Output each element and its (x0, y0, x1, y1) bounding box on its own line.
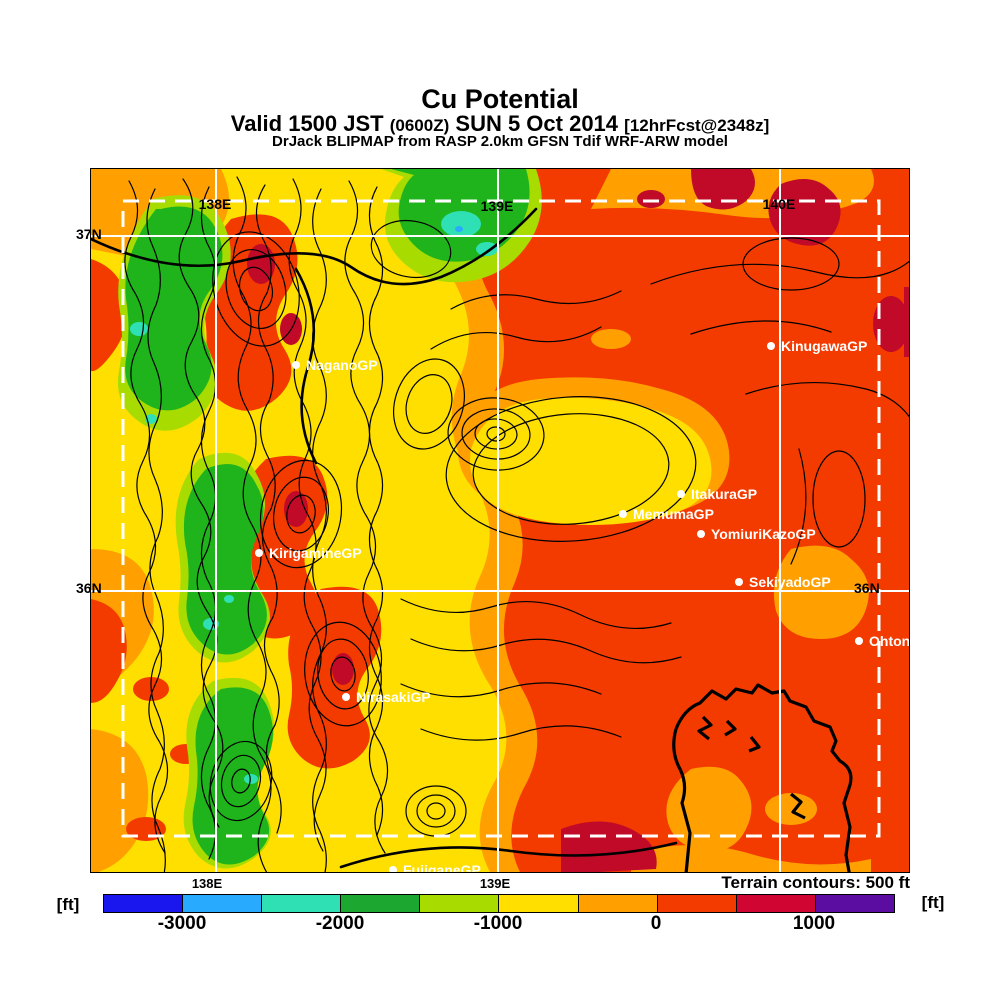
colorbar-unit-right: [ft] (921, 893, 945, 912)
colorbar-tick-label: -3000 (157, 913, 207, 934)
forecast-map: NaganoGP KinugawaGP ItakuraGP MemumaGP Yomiu… (76, 168, 910, 873)
colorbar-segment (261, 895, 341, 912)
model-domain-boundary (121, 199, 881, 838)
site-label: Ohtone (869, 633, 910, 649)
site-marker: NaganoGP (292, 357, 378, 373)
colorbar-segment (419, 895, 499, 912)
colorbar-tick-label: 1000 (792, 913, 836, 934)
site-label: YomiuriKazoGP (711, 526, 816, 542)
page-title: Cu Potential (421, 84, 579, 114)
site-label: FujiganeGP (403, 862, 481, 873)
site-label: NaganoGP (306, 357, 378, 373)
map-plot-area: NaganoGP KinugawaGP ItakuraGP MemumaGP Yomiu… (90, 168, 910, 873)
terrain-contour-plot (91, 169, 909, 872)
site-marker: SekiyadoGP (735, 574, 831, 590)
colorbar-segment (182, 895, 262, 912)
site-dot-icon (292, 361, 300, 369)
site-dot-icon (342, 693, 350, 701)
site-dot-icon (767, 342, 775, 350)
latlon-grid-lines (91, 169, 909, 872)
forecast-cycle: [12hrFcst@2348z] (624, 116, 770, 135)
site-label: NirasakiGP (356, 689, 431, 705)
valid-time-zulu: (0600Z) (389, 116, 450, 135)
bold-terrain-contours (91, 207, 678, 869)
valid-time-date: SUN 5 Oct 2014 (455, 111, 619, 136)
colorbar-tick-label: -2000 (315, 913, 365, 934)
site-label: KinugawaGP (781, 338, 868, 354)
site-label: ItakuraGP (691, 486, 758, 502)
colorbar-segment (340, 895, 420, 912)
colorbar-segment (814, 895, 894, 912)
colorbar-segment (735, 895, 815, 912)
colorbar-segment (577, 895, 657, 912)
coastline-path (672, 683, 853, 872)
colorbar-segment (656, 895, 736, 912)
valid-time-line: Valid 1500 JST (0600Z) SUN 5 Oct 2014 [1… (0, 111, 1000, 137)
bottom-axis-label: 138E (191, 876, 223, 891)
sites-layer: NaganoGP KinugawaGP ItakuraGP MemumaGP Yomiu… (91, 169, 910, 873)
site-dot-icon (255, 549, 263, 557)
terrain-contour-lines (124, 176, 909, 872)
colorbar-segment (498, 895, 578, 912)
site-marker: NirasakiGP (342, 689, 431, 705)
valid-time-prefix: Valid 1500 JST (230, 111, 384, 136)
bottom-axis-labels: 138E 139E (0, 876, 1000, 892)
site-marker: MemumaGP (619, 506, 714, 522)
site-marker: ItakuraGP (677, 486, 757, 502)
site-dot-icon (619, 510, 627, 518)
site-marker: KinugawaGP (767, 338, 867, 354)
model-description: DrJack BLIPMAP from RASP 2.0km GFSN Tdif… (272, 133, 728, 150)
colorbar-ticks: -3000 -2000 -1000 0 1000 (103, 913, 893, 937)
site-dot-icon (697, 530, 705, 538)
site-marker: Ohtone (855, 633, 910, 649)
site-dot-icon (855, 637, 863, 645)
site-marker: KirigamineGP (255, 545, 362, 561)
colorbar-unit-left: [ft] (56, 895, 80, 914)
colorbar-tick-label: -1000 (473, 913, 523, 934)
colorbar-tick-label: 0 (650, 913, 662, 934)
colorbar-segments (103, 894, 895, 913)
site-dot-icon (389, 866, 397, 872)
site-label: KirigamineGP (269, 545, 362, 561)
site-label: MemumaGP (633, 506, 714, 522)
site-dot-icon (735, 578, 743, 586)
bottom-axis-label: 139E (479, 876, 511, 891)
site-dot-icon (677, 490, 685, 498)
colorbar-segment (104, 895, 183, 912)
site-label: SekiyadoGP (749, 574, 831, 590)
terrain-contour-note: Terrain contours: 500 ft (721, 873, 910, 892)
site-marker: FujiganeGP (389, 862, 481, 873)
site-marker: YomiuriKazoGP (697, 526, 816, 542)
